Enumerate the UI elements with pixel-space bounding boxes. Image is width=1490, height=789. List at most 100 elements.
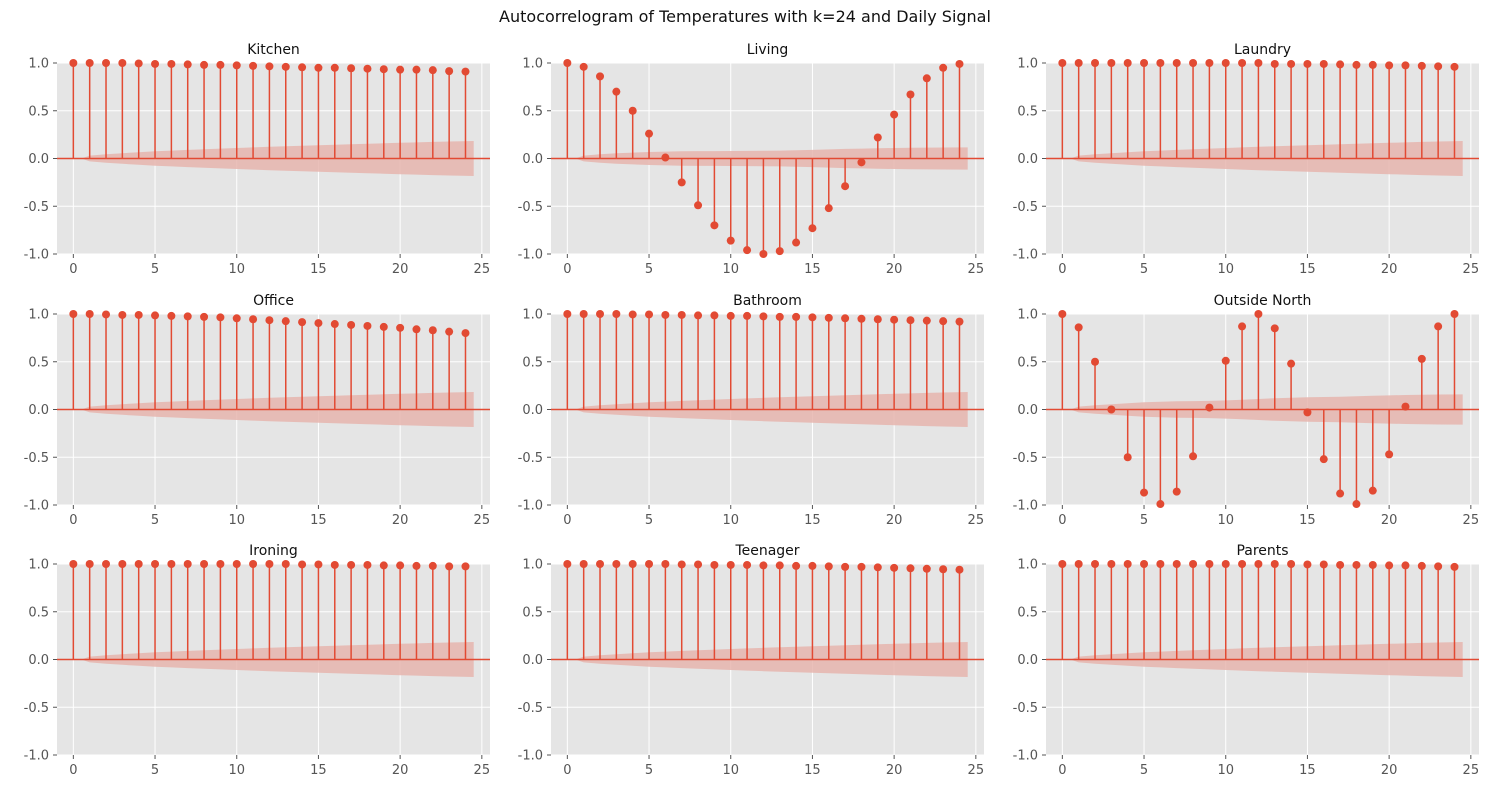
stem-marker	[1303, 408, 1312, 417]
stem-marker	[428, 66, 437, 75]
x-tick-label: 15	[310, 763, 327, 778]
stem-marker	[1107, 405, 1116, 414]
y-tick-label: -0.5	[1013, 451, 1038, 466]
x-tick-label: 0	[1058, 262, 1066, 277]
x-tick-label: 25	[1463, 513, 1480, 528]
stem-marker	[265, 316, 274, 325]
stem-marker	[1123, 453, 1132, 462]
x-tick-label: 20	[392, 763, 409, 778]
x-tick-label: 10	[228, 262, 245, 277]
y-tick-label: 0.0	[28, 653, 49, 668]
x-tick-label: 15	[310, 513, 327, 528]
stem-marker	[1254, 59, 1263, 67]
y-tick-label: -0.5	[24, 451, 49, 466]
stem-marker	[579, 62, 588, 71]
stem-marker	[1434, 562, 1443, 571]
stem-marker	[216, 60, 225, 69]
stem-marker	[200, 312, 209, 321]
stem-marker	[906, 90, 915, 99]
stem-marker	[1450, 310, 1459, 318]
y-tick-label: -1.0	[1013, 248, 1038, 263]
x-tick-label: 20	[1381, 513, 1398, 528]
stem-marker	[1417, 61, 1426, 70]
stem-marker	[102, 560, 111, 568]
stem-marker	[1221, 560, 1230, 568]
stem-marker	[759, 312, 768, 321]
stem-marker	[1205, 560, 1214, 568]
stem-marker	[183, 560, 192, 568]
stem-marker	[890, 110, 899, 119]
stem-marker	[726, 560, 735, 569]
stem-marker	[347, 560, 356, 569]
stem-marker	[1189, 452, 1198, 461]
x-tick-label: 0	[69, 513, 77, 528]
stem-marker	[379, 65, 388, 74]
stem-marker	[134, 310, 143, 319]
stem-marker	[906, 564, 915, 573]
stem-marker	[200, 560, 209, 568]
y-tick-label: 0.0	[1017, 152, 1038, 167]
stem-marker	[1401, 61, 1410, 70]
stem-marker	[249, 560, 258, 568]
stem-marker	[347, 64, 356, 73]
stem-marker	[857, 314, 866, 323]
stem-marker	[841, 182, 850, 191]
subplot: Teenager 0 5 10 15 20 25 1.0 0.5 0.0 -0.5 -1.0	[518, 543, 984, 778]
y-tick-label: -1.0	[1013, 499, 1038, 514]
stem-marker	[792, 312, 801, 321]
stem-marker	[677, 560, 686, 569]
x-tick-label: 5	[151, 262, 159, 277]
stem-marker	[183, 312, 192, 321]
stem-marker	[1287, 560, 1296, 568]
y-tick-label: 1.0	[1017, 57, 1038, 72]
stem-marker	[710, 560, 719, 569]
stem-marker	[1368, 60, 1377, 69]
stem-marker	[1238, 59, 1247, 67]
stem-marker	[1172, 59, 1181, 67]
stem-marker	[1107, 59, 1116, 67]
stem-marker	[1303, 59, 1312, 68]
stem-marker	[102, 310, 111, 319]
stem-marker	[445, 327, 454, 336]
subplot-title: Teenager	[734, 543, 799, 559]
y-tick-label: 1.0	[522, 308, 543, 323]
stem-marker	[1074, 560, 1083, 568]
stem-marker	[1140, 59, 1149, 67]
subplot: Living 0 5 10 15 20 25 1.0 0.5 0.0 -0.5 -1.0	[518, 42, 984, 277]
subplot: Ironing 0 5 10 15 20 25 1.0 0.5 0.0 -0.5 -1.0	[24, 543, 490, 778]
stem-marker	[841, 314, 850, 323]
stem-marker	[579, 310, 588, 318]
stem-marker	[792, 561, 801, 570]
stem-marker	[857, 562, 866, 571]
subplot-title: Living	[747, 42, 789, 58]
stem-marker	[1091, 560, 1100, 568]
stem-marker	[726, 311, 735, 320]
stem-marker	[645, 310, 654, 319]
stem-marker	[314, 63, 323, 72]
stem-marker	[661, 310, 670, 319]
stem-marker	[1336, 489, 1345, 498]
subplot-title: Laundry	[1234, 42, 1291, 58]
stem-marker	[922, 316, 931, 325]
x-tick-label: 0	[1058, 763, 1066, 778]
stem-marker	[939, 565, 948, 574]
stem-marker	[134, 59, 143, 68]
stem-marker	[1156, 59, 1165, 67]
x-tick-label: 5	[151, 513, 159, 528]
y-tick-label: 0.0	[1017, 403, 1038, 418]
stem-marker	[445, 562, 454, 571]
stem-marker	[379, 322, 388, 331]
x-tick-label: 5	[645, 262, 653, 277]
stem-marker	[298, 63, 307, 72]
stem-marker	[808, 224, 817, 233]
x-tick-label: 10	[722, 262, 739, 277]
stem-marker	[330, 560, 339, 569]
stem-marker	[775, 561, 784, 570]
stem-marker	[1270, 59, 1279, 68]
stem-marker	[743, 246, 752, 255]
stem-marker	[1058, 310, 1067, 318]
x-tick-label: 25	[1463, 262, 1480, 277]
stem-marker	[808, 561, 817, 570]
x-tick-label: 20	[1381, 262, 1398, 277]
stem-marker	[1319, 560, 1328, 569]
